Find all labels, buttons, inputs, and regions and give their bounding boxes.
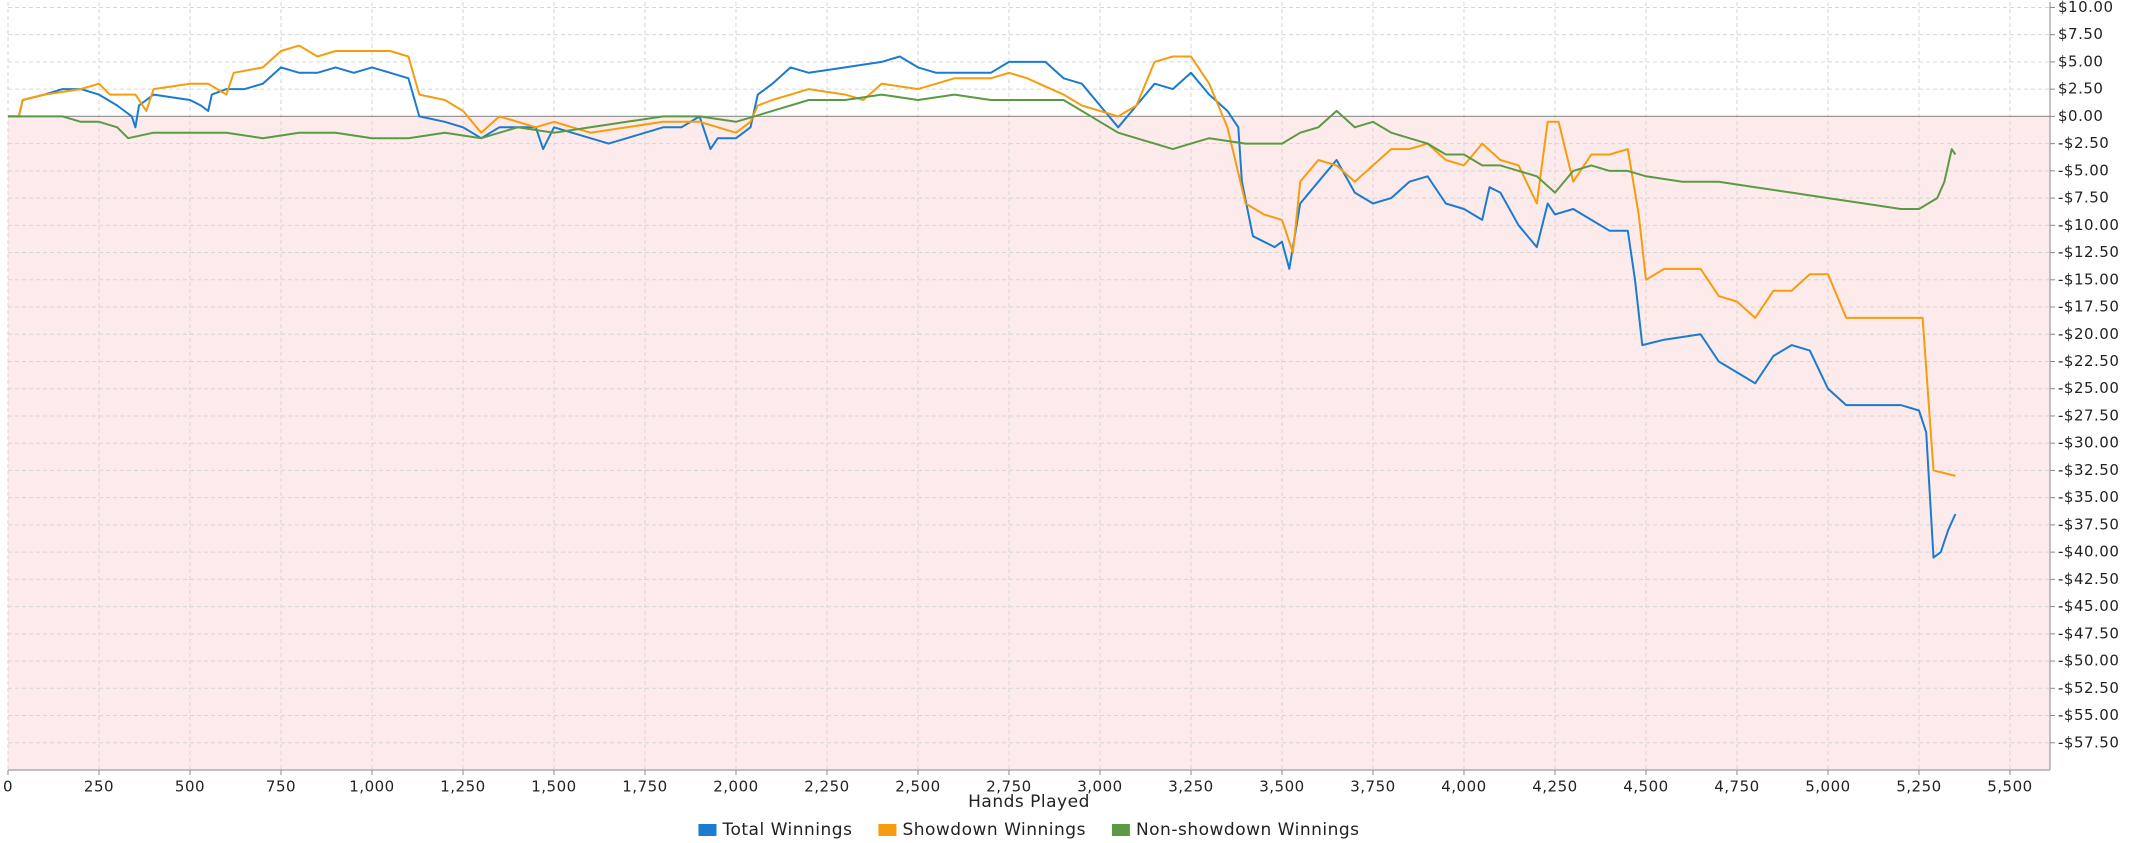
x-tick-label: 3,000 bbox=[1077, 778, 1122, 796]
legend-label: Total Winnings bbox=[721, 820, 852, 840]
x-tick-label: 2,250 bbox=[804, 778, 849, 796]
legend-swatch bbox=[1111, 824, 1130, 836]
y-tick-label: -$12.50 bbox=[2058, 243, 2119, 261]
x-tick-label: 3,750 bbox=[1350, 778, 1395, 796]
y-tick-label: $10.00 bbox=[2058, 0, 2114, 16]
x-tick-label: 5,500 bbox=[1987, 778, 2032, 796]
y-tick-label: -$2.50 bbox=[2058, 134, 2109, 152]
legend: Total Winnings Showdown Winnings Non-showd… bbox=[698, 820, 1359, 840]
x-tick-label: 250 bbox=[84, 778, 114, 796]
y-tick-label: -$25.00 bbox=[2058, 379, 2119, 397]
legend-swatch bbox=[698, 824, 717, 836]
y-tick-label: -$55.00 bbox=[2058, 706, 2119, 724]
series-line bbox=[8, 93, 1957, 210]
legend-label: Showdown Winnings bbox=[902, 820, 1086, 840]
y-tick-label: -$50.00 bbox=[2058, 652, 2119, 670]
y-tick-label: $0.00 bbox=[2058, 107, 2103, 125]
y-tick-label: -$7.50 bbox=[2058, 189, 2109, 207]
legend-swatch bbox=[878, 824, 897, 836]
y-tick-label: -$27.50 bbox=[2058, 406, 2119, 424]
y-tick-label: -$52.50 bbox=[2058, 679, 2119, 697]
legend-label: Non-showdown Winnings bbox=[1136, 820, 1360, 840]
series-line bbox=[8, 55, 1957, 559]
x-axis-title: Hands Played bbox=[968, 792, 1090, 812]
y-tick-label: -$42.50 bbox=[2058, 570, 2119, 588]
y-tick-label: -$17.50 bbox=[2058, 298, 2119, 316]
y-tick-label: -$10.00 bbox=[2058, 216, 2119, 234]
x-tick-label: 2,000 bbox=[713, 778, 758, 796]
series-line bbox=[8, 44, 1956, 477]
y-tick-label: $7.50 bbox=[2058, 25, 2103, 43]
x-tick-label: 3,250 bbox=[1168, 778, 1213, 796]
y-tick-label: -$20.00 bbox=[2058, 325, 2119, 343]
y-tick-label: -$45.00 bbox=[2058, 597, 2119, 615]
x-tick-label: 3,500 bbox=[1259, 778, 1304, 796]
x-tick-label: 1,750 bbox=[622, 778, 667, 796]
y-tick-label: -$30.00 bbox=[2058, 434, 2119, 452]
y-tick-label: -$15.00 bbox=[2058, 270, 2119, 288]
x-tick-label: 500 bbox=[175, 778, 205, 796]
y-tick-label: $2.50 bbox=[2058, 80, 2103, 98]
y-tick-label: -$57.50 bbox=[2058, 733, 2119, 751]
x-tick-label: 5,000 bbox=[1805, 778, 1850, 796]
x-tick-label: 1,000 bbox=[349, 778, 394, 796]
y-tick-label: -$47.50 bbox=[2058, 624, 2119, 642]
x-tick-label: 1,500 bbox=[531, 778, 576, 796]
x-tick-label: 1,250 bbox=[440, 778, 485, 796]
x-tick-label: 2,500 bbox=[895, 778, 940, 796]
x-tick-label: 4,250 bbox=[1532, 778, 1577, 796]
x-tick-label: 4,750 bbox=[1714, 778, 1759, 796]
x-tick-label: 2,750 bbox=[986, 778, 1031, 796]
x-tick-label: 4,500 bbox=[1623, 778, 1668, 796]
y-tick-label: -$5.00 bbox=[2058, 161, 2109, 179]
negative-region bbox=[8, 116, 2050, 770]
x-tick-label: 5,250 bbox=[1896, 778, 1941, 796]
y-tick-label: -$32.50 bbox=[2058, 461, 2119, 479]
y-tick-label: $5.00 bbox=[2058, 52, 2103, 70]
y-tick-label: -$40.00 bbox=[2058, 543, 2119, 561]
y-tick-label: -$35.00 bbox=[2058, 488, 2119, 506]
y-tick-label: -$22.50 bbox=[2058, 352, 2119, 370]
y-tick-label: -$37.50 bbox=[2058, 515, 2119, 533]
x-tick-label: 0 bbox=[3, 778, 13, 796]
x-tick-label: 750 bbox=[266, 778, 296, 796]
x-tick-label: 4,000 bbox=[1441, 778, 1486, 796]
